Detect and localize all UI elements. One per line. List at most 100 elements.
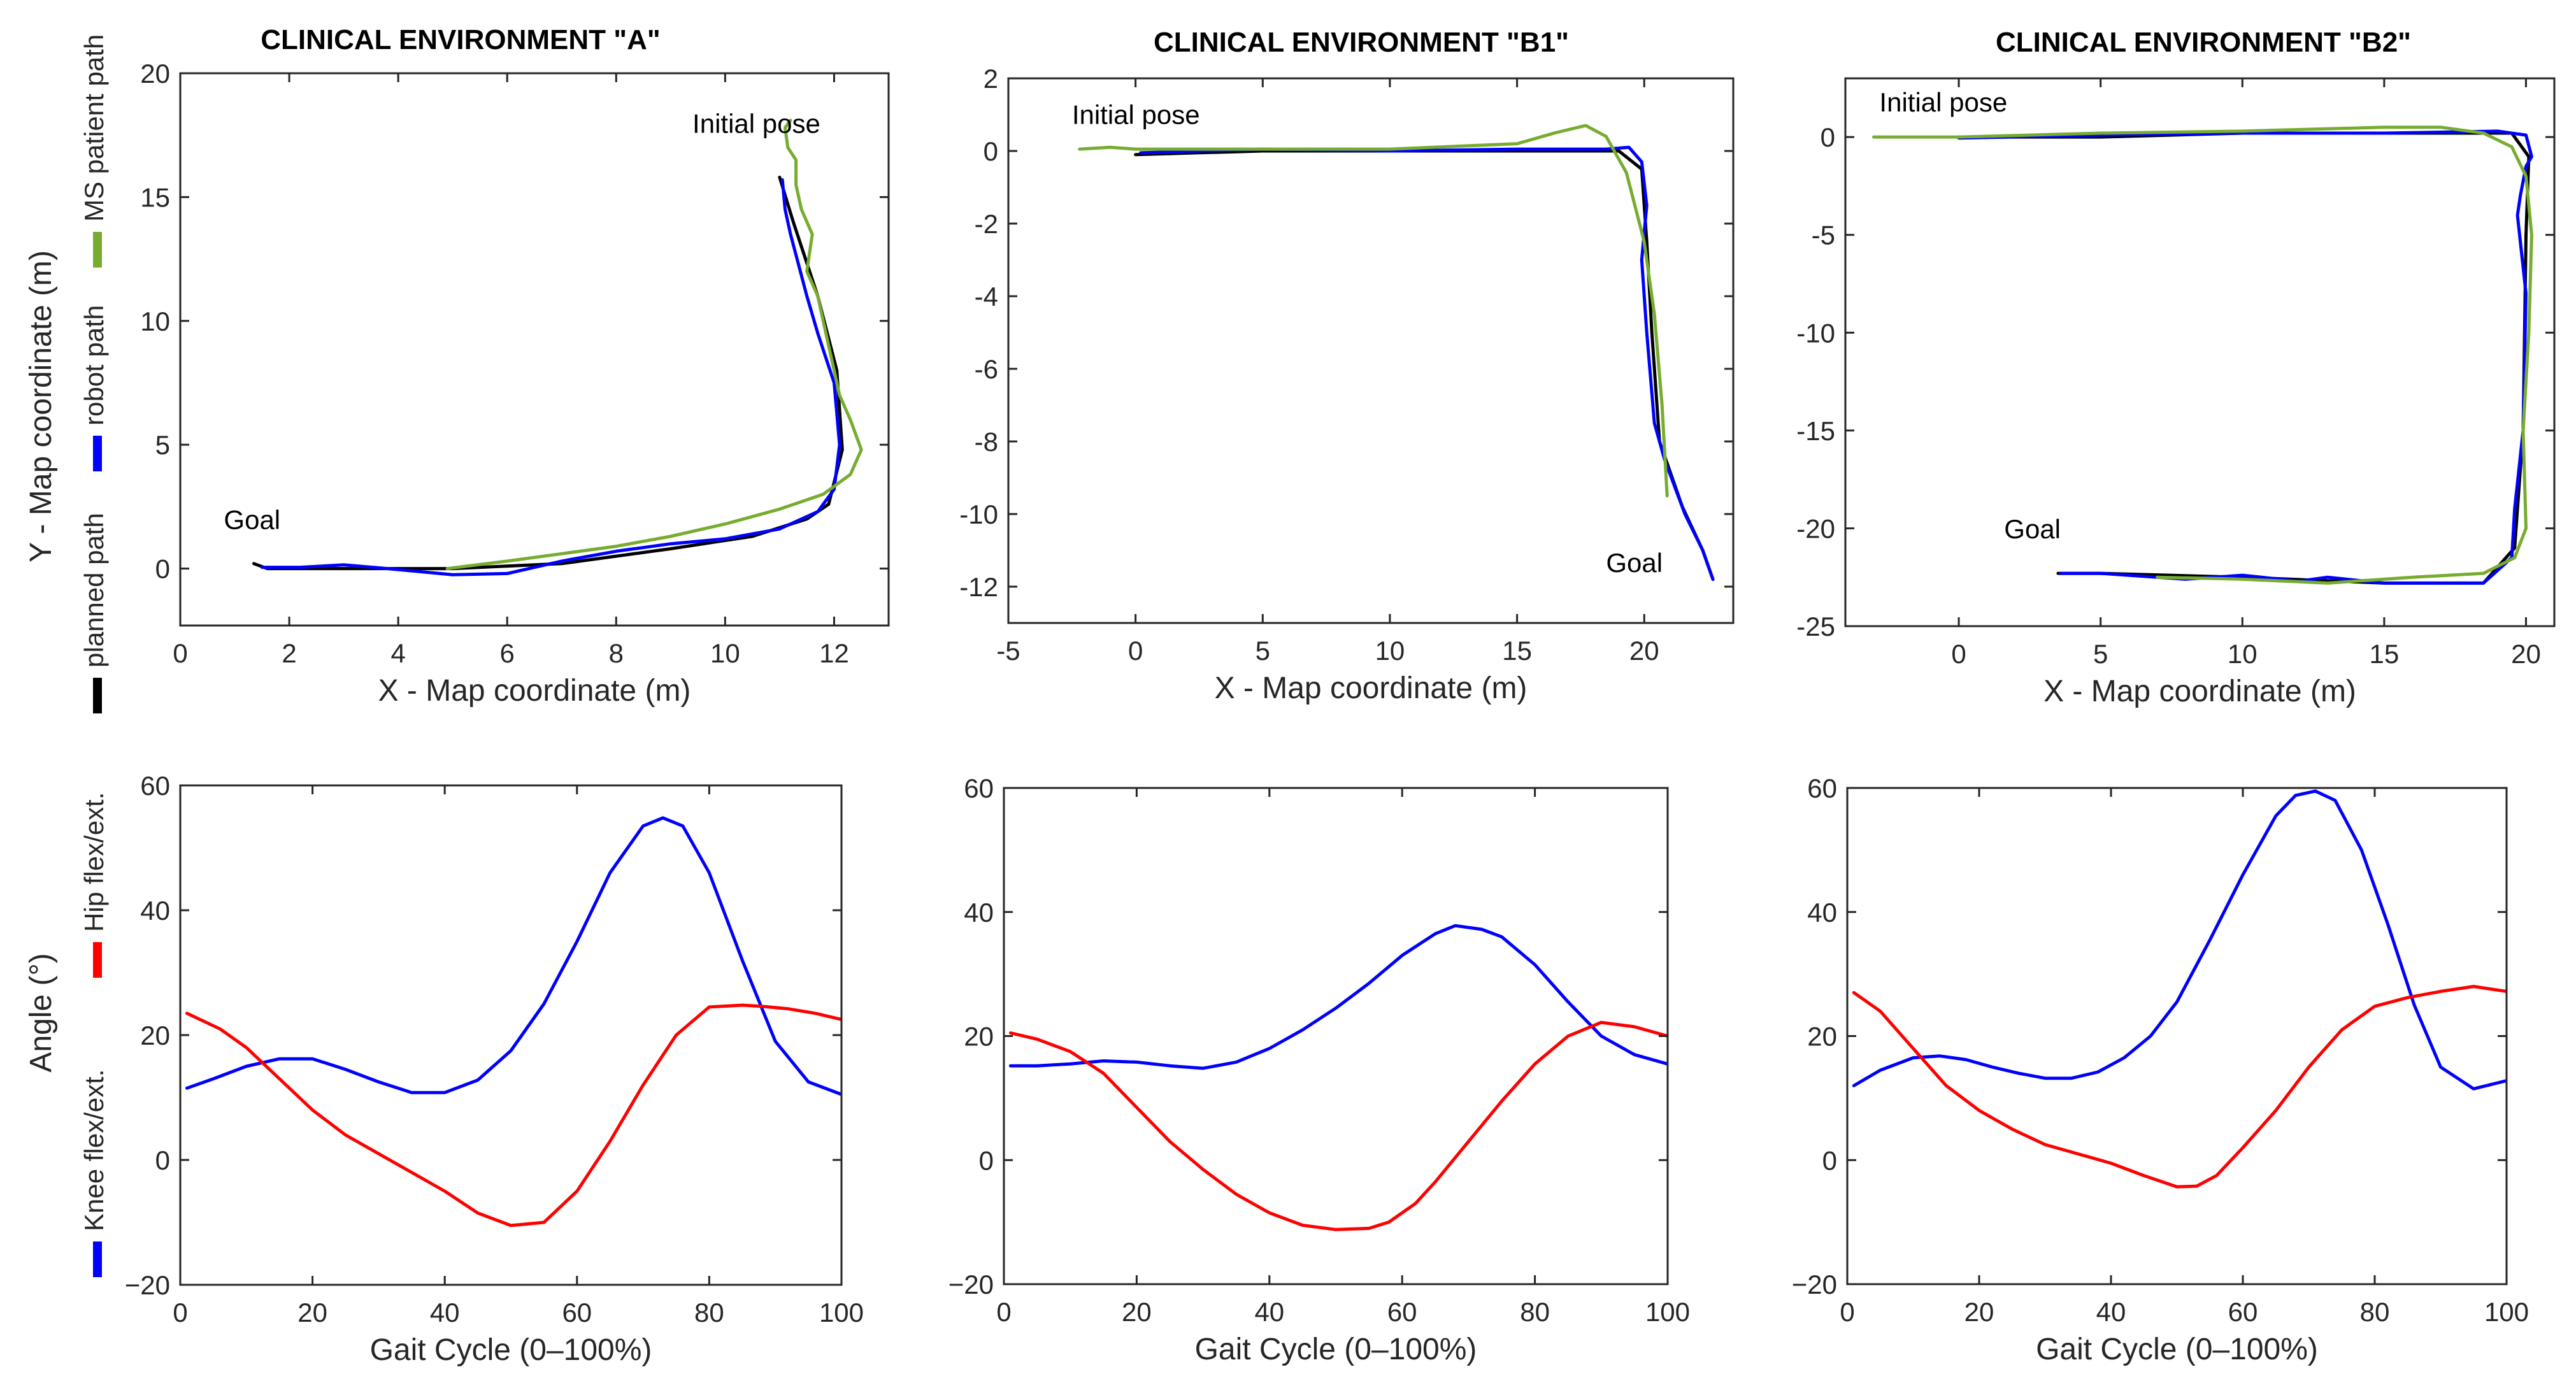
y-tick-label-path-B2-3: -10 bbox=[1796, 318, 1835, 348]
x-axis-label-gait-B1: Gait Cycle (0–100%) bbox=[1195, 1333, 1477, 1366]
panel-path-B1: -5 0 5 10 15 20 -12 -10 -8 -6 -4 -2 0 2 X - Map coordi… bbox=[959, 64, 1735, 705]
x-tick-label-path-A-1: 2 bbox=[282, 638, 296, 668]
annotation-path-B2-initial-pose: Initial pose bbox=[1879, 87, 2007, 117]
series-line-gait-A-hip-flex-ext bbox=[185, 1003, 841, 1227]
x-tick-label-gait-B1-2: 40 bbox=[1254, 1297, 1284, 1327]
x-tick-label-gait-B1-5: 100 bbox=[1645, 1297, 1690, 1327]
axis-box-path-A bbox=[179, 72, 890, 627]
y-tick-label-path-A-0: 0 bbox=[155, 554, 170, 584]
y-tick-label-path-B1-3: -6 bbox=[975, 354, 998, 384]
x-tick-label-path-A-5: 10 bbox=[710, 638, 740, 668]
title-B2: CLINICAL ENVIRONMENT "B2" bbox=[1996, 27, 2411, 58]
y-tick-label-gait-B1-2: 20 bbox=[964, 1022, 994, 1052]
x-tick-label-gait-B1-3: 60 bbox=[1387, 1297, 1417, 1327]
y-tick-label-gait-B1-4: 60 bbox=[964, 773, 994, 803]
annotation-path-B2-goal: Goal bbox=[2004, 514, 2061, 544]
series-line-gait-B1-knee-flex-ext bbox=[1008, 924, 1668, 1070]
x-tick-label-path-B2-0: 0 bbox=[1951, 639, 1966, 669]
annotation-path-A-goal: Goal bbox=[224, 504, 280, 534]
x-tick-label-path-B1-2: 5 bbox=[1256, 636, 1270, 666]
legend-label-ms-patient-path: MS patient path bbox=[79, 34, 109, 222]
axis-box-gait-A bbox=[179, 784, 843, 1286]
x-tick-label-gait-B2-0: 0 bbox=[1840, 1297, 1854, 1327]
panel-path-A: 0 2 4 6 8 10 12 0 5 10 15 20 X - Map coordinate (m) I… bbox=[140, 59, 890, 708]
x-axis-label-gait-A: Gait Cycle (0–100%) bbox=[370, 1333, 652, 1367]
series-line-path-B1-robot-path bbox=[1139, 145, 1715, 582]
series-line-gait-B1-hip-flex-ext bbox=[1008, 1020, 1668, 1231]
x-tick-label-gait-B2-3: 60 bbox=[2228, 1297, 2258, 1327]
legend-swatch-ms-patient-path bbox=[93, 232, 102, 268]
x-tick-label-path-A-2: 4 bbox=[390, 638, 405, 668]
y-tick-label-path-B1-4: -4 bbox=[975, 282, 998, 311]
x-tick-label-gait-B2-4: 80 bbox=[2360, 1297, 2390, 1327]
x-tick-label-path-A-0: 0 bbox=[173, 638, 187, 668]
y-tick-label-path-B2-5: 0 bbox=[1821, 122, 1835, 152]
annotation-path-B1-initial-pose: Initial pose bbox=[1072, 99, 1200, 129]
legend-gait: Knee flex/ext. Hip flex/ext. bbox=[79, 792, 109, 1277]
y-tick-label-gait-A-2: 20 bbox=[140, 1020, 170, 1050]
annotation-path-A-initial-pose: Initial pose bbox=[692, 108, 820, 138]
panel-path-B2: 0 5 10 15 20 -25 -20 -15 -10 -5 0 X - Map coordinat… bbox=[1796, 77, 2556, 708]
x-tick-label-gait-A-4: 80 bbox=[694, 1298, 724, 1327]
x-tick-label-gait-B2-2: 40 bbox=[2096, 1297, 2126, 1327]
x-tick-label-path-B1-0: -5 bbox=[996, 636, 1020, 666]
y-tick-label-path-B1-0: -12 bbox=[959, 572, 998, 602]
x-tick-label-gait-B1-1: 20 bbox=[1122, 1297, 1152, 1327]
x-tick-label-gait-A-1: 20 bbox=[297, 1298, 327, 1327]
series-line-path-B1-ms-patient-path bbox=[1078, 124, 1669, 497]
y-tick-label-path-B2-2: -15 bbox=[1796, 416, 1835, 446]
y-tick-label-path-B2-0: -25 bbox=[1796, 612, 1835, 641]
x-tick-label-gait-A-5: 100 bbox=[819, 1298, 864, 1327]
y-tick-label-gait-B2-4: 60 bbox=[1807, 773, 1837, 803]
x-tick-label-path-B1-1: 0 bbox=[1128, 636, 1143, 666]
y-tick-label-gait-B1-3: 40 bbox=[964, 898, 994, 927]
x-tick-label-path-B1-3: 10 bbox=[1375, 636, 1405, 666]
x-tick-label-path-B2-2: 10 bbox=[2228, 639, 2258, 669]
x-tick-label-path-B1-4: 15 bbox=[1502, 636, 1532, 666]
legend-label-robot-path: robot path bbox=[79, 305, 109, 426]
ylabel-paths: Y - Map coordinate (m) bbox=[24, 250, 58, 562]
y-tick-label-path-A-2: 10 bbox=[140, 306, 170, 336]
y-tick-label-path-B1-2: -8 bbox=[975, 427, 998, 457]
x-tick-label-path-A-6: 12 bbox=[819, 638, 849, 668]
legend-swatch-hip bbox=[93, 942, 102, 978]
x-axis-label-path-B1: X - Map coordinate (m) bbox=[1215, 671, 1528, 705]
y-tick-label-path-B2-1: -20 bbox=[1796, 513, 1835, 543]
legend-paths: planned path robot path MS patient path bbox=[79, 34, 109, 713]
x-tick-label-gait-B1-4: 80 bbox=[1520, 1297, 1550, 1327]
x-axis-label-path-B2: X - Map coordinate (m) bbox=[2043, 675, 2356, 708]
title-B1: CLINICAL ENVIRONMENT "B1" bbox=[1154, 27, 1569, 58]
y-tick-label-path-B1-7: 2 bbox=[984, 64, 998, 94]
y-tick-label-gait-B2-3: 40 bbox=[1807, 898, 1837, 927]
series-line-path-A-robot-path bbox=[260, 178, 841, 576]
legend-swatch-knee bbox=[93, 1241, 102, 1277]
series-line-gait-B2-knee-flex-ext bbox=[1852, 789, 2507, 1091]
y-tick-label-path-A-1: 5 bbox=[155, 430, 170, 460]
series-line-gait-B2-hip-flex-ext bbox=[1852, 985, 2507, 1189]
y-tick-label-path-B1-1: -10 bbox=[959, 499, 998, 529]
y-tick-label-gait-A-3: 40 bbox=[140, 896, 170, 926]
y-tick-label-gait-B1-1: 0 bbox=[979, 1145, 994, 1175]
legend-swatch-planned-path bbox=[93, 678, 102, 713]
x-axis-label-path-A: X - Map coordinate (m) bbox=[378, 674, 691, 708]
y-tick-label-gait-A-1: 0 bbox=[155, 1145, 170, 1175]
x-tick-label-path-A-3: 6 bbox=[500, 638, 515, 668]
series-line-path-A-planned-path bbox=[252, 175, 844, 571]
series-line-path-B1-planned-path bbox=[1134, 149, 1715, 582]
x-tick-label-gait-B2-1: 20 bbox=[1964, 1297, 1994, 1327]
x-axis-label-gait-B2: Gait Cycle (0–100%) bbox=[2036, 1333, 2318, 1366]
axis-box-path-B1 bbox=[1007, 77, 1735, 624]
y-tick-label-gait-A-4: 60 bbox=[140, 771, 170, 801]
legend-swatch-robot-path bbox=[93, 436, 102, 471]
ylabel-gait: Angle (°) bbox=[24, 953, 58, 1072]
y-tick-label-gait-B2-2: 20 bbox=[1807, 1022, 1837, 1052]
legend-label-knee: Knee flex/ext. bbox=[79, 1070, 109, 1231]
x-tick-label-gait-A-2: 40 bbox=[430, 1298, 460, 1327]
x-tick-label-path-B2-4: 20 bbox=[2511, 639, 2541, 669]
y-tick-label-path-B1-5: -2 bbox=[975, 209, 998, 239]
y-tick-label-path-B2-4: -5 bbox=[1812, 220, 1835, 250]
axis-box-gait-B2 bbox=[1846, 787, 2508, 1285]
